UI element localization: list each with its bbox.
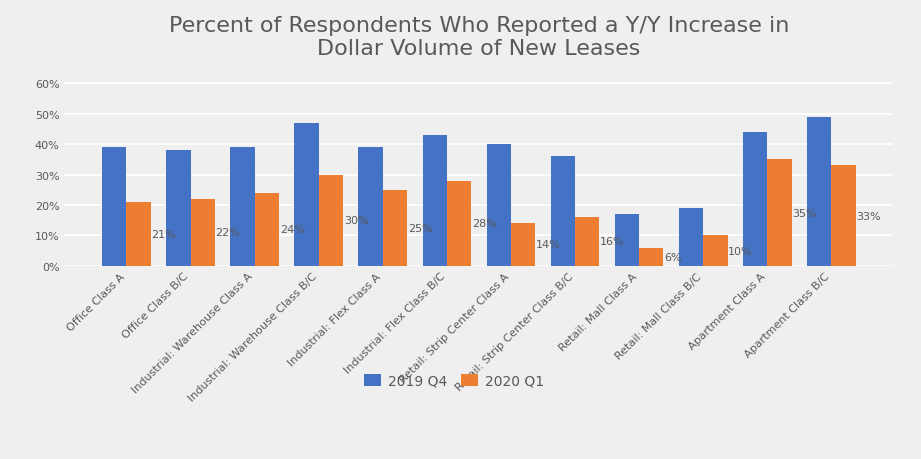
Bar <box>447 181 472 266</box>
Bar <box>166 151 191 266</box>
Text: 35%: 35% <box>792 208 817 218</box>
Text: 22%: 22% <box>216 228 240 238</box>
Bar <box>614 215 639 266</box>
Bar <box>102 148 126 266</box>
Title: Percent of Respondents Who Reported a Y/Y Increase in
Dollar Volume of New Lease: Percent of Respondents Who Reported a Y/… <box>169 16 789 59</box>
Text: 24%: 24% <box>280 225 305 235</box>
Bar <box>551 157 575 266</box>
Bar <box>295 123 319 266</box>
Text: 33%: 33% <box>857 211 881 221</box>
Bar <box>383 190 407 266</box>
Text: 10%: 10% <box>729 246 752 256</box>
Bar <box>423 136 447 266</box>
Bar <box>358 148 383 266</box>
Text: 28%: 28% <box>472 219 496 229</box>
Bar <box>319 175 344 266</box>
Bar <box>807 118 832 266</box>
Bar <box>191 199 215 266</box>
Text: 30%: 30% <box>344 216 368 226</box>
Text: 6%: 6% <box>664 252 682 262</box>
Text: 14%: 14% <box>536 240 561 250</box>
Bar <box>575 218 600 266</box>
Text: 25%: 25% <box>408 223 433 233</box>
Bar <box>511 224 535 266</box>
Bar <box>767 160 792 266</box>
Text: 21%: 21% <box>151 230 176 239</box>
Text: 16%: 16% <box>600 237 624 247</box>
Bar <box>254 193 279 266</box>
Bar <box>639 248 663 266</box>
Bar <box>704 236 728 266</box>
Bar <box>832 166 856 266</box>
Bar <box>486 145 511 266</box>
Bar <box>126 202 151 266</box>
Bar <box>230 148 254 266</box>
Bar <box>743 133 767 266</box>
Bar <box>679 208 704 266</box>
Legend: 2019 Q4, 2020 Q1: 2019 Q4, 2020 Q1 <box>359 369 549 393</box>
